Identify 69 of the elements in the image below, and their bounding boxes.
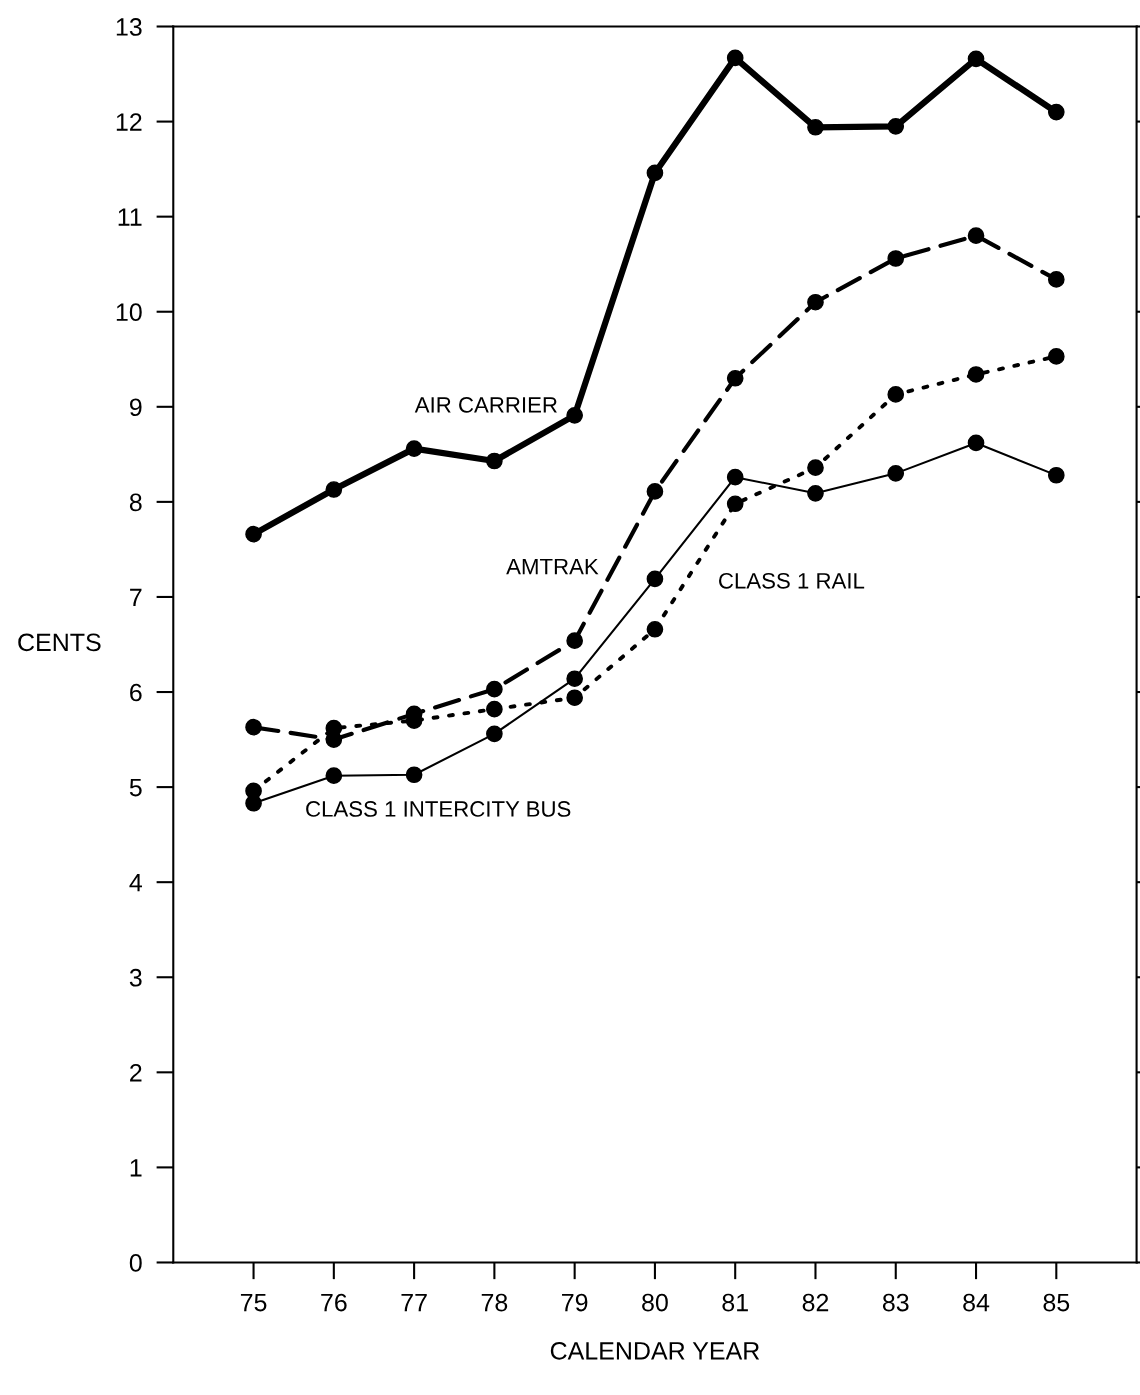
x-tick-label: 80 [642, 1293, 668, 1312]
point [967, 50, 985, 68]
point [967, 227, 985, 245]
point [325, 481, 343, 498]
point [405, 766, 423, 784]
x-tick-label: 85 [1043, 1293, 1070, 1312]
point [486, 700, 503, 718]
y-axis-title: CENTS [18, 633, 101, 652]
point [486, 680, 503, 698]
point [646, 483, 664, 500]
y-tick-label: 2 [130, 1063, 142, 1082]
point [726, 49, 744, 67]
point [1047, 271, 1065, 288]
series-label: AMTRAK [506, 558, 599, 575]
point [486, 725, 503, 743]
point [887, 250, 905, 267]
x-tick-label: 79 [562, 1293, 588, 1312]
point [887, 465, 905, 482]
point [486, 452, 503, 470]
point [807, 293, 824, 311]
y-tick-label: 10 [116, 303, 142, 322]
point [887, 386, 905, 403]
y-tick-label: 13 [116, 18, 142, 36]
x-tick-label: 83 [882, 1293, 909, 1312]
point [807, 118, 824, 136]
x-tick-label: 78 [481, 1293, 508, 1312]
point [1047, 466, 1065, 484]
point [245, 525, 262, 543]
y-tick-label: 7 [130, 588, 142, 607]
point [566, 670, 583, 688]
y-tick-label: 0 [129, 1254, 142, 1272]
point [566, 689, 583, 707]
y-tick-label: 4 [129, 874, 142, 892]
x-tick-label: 75 [240, 1293, 267, 1312]
point [726, 495, 744, 513]
point [405, 440, 423, 457]
point [325, 767, 343, 785]
y-tick-label: 12 [116, 113, 142, 131]
y-tick-label: 11 [118, 208, 142, 226]
series-label: AIR CARRIER [414, 397, 557, 413]
x-tick-label: 77 [401, 1293, 427, 1312]
y-tick-label: 9 [129, 398, 142, 417]
point [726, 369, 744, 387]
point [1047, 103, 1065, 121]
x-tick-label: 76 [321, 1293, 347, 1312]
y-tick-label: 8 [129, 493, 142, 512]
series-label: CLASS 1 RAIL [719, 572, 865, 589]
series-label: CLASS 1 INTERCITY BUS [306, 801, 571, 817]
y-tick-label: 1 [130, 1159, 142, 1177]
y-tick-label: 5 [129, 778, 142, 797]
point [646, 570, 664, 588]
point [245, 718, 262, 736]
x-tick-label: 84 [963, 1293, 990, 1312]
point [887, 117, 905, 135]
point [807, 484, 824, 502]
point [646, 620, 664, 638]
point [967, 434, 985, 452]
y-tick-label: 6 [130, 683, 142, 702]
point [1047, 348, 1065, 365]
point [726, 468, 744, 486]
x-tick-label: 82 [802, 1293, 829, 1312]
point [566, 632, 583, 650]
point [566, 407, 583, 424]
point [967, 366, 985, 383]
point [807, 459, 824, 476]
x-axis-title: CALENDAR YEAR [550, 1342, 760, 1360]
y-tick-label: 3 [129, 968, 142, 987]
point [646, 164, 664, 182]
x-tick-label: 81 [722, 1293, 748, 1312]
